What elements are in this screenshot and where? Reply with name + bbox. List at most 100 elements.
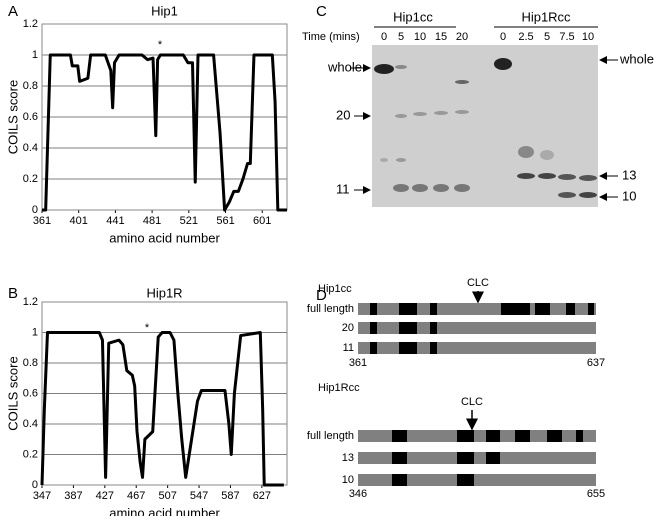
x-tick-label: 601 [253,215,271,227]
y-tick-label: 0.4 [23,418,38,430]
row-label: full length [307,430,354,442]
y-tick-label: 1.2 [23,18,38,30]
x-tick-label: 387 [64,490,82,502]
lane-label: 0 [381,31,387,43]
panel-letter: B [8,285,18,302]
panel-letter: C [316,3,327,20]
gel [372,45,598,207]
row-label: 10 [342,474,354,486]
coil-segment [430,342,437,354]
coil-segment [399,303,417,315]
marker-label: 11 [336,181,350,196]
x-axis-label: amino acid number [109,230,220,245]
lane-label: 0 [500,31,506,43]
construct-bar [358,430,596,442]
group-label: Hip1cc [393,9,433,24]
coil-segment [501,303,530,315]
x-tick-label: 401 [70,215,88,227]
plot-frame [41,23,288,211]
panel-letter: D [316,287,327,304]
coil-segment [566,303,575,315]
marker-label: whole [619,51,654,66]
construct-bar [358,342,596,354]
x-axis-label: amino acid number [109,505,220,516]
y-tick-label: 1 [32,326,38,338]
y-tick-label: 0.4 [23,142,38,154]
coil-segment [547,430,562,442]
coil-segment [399,342,417,354]
x-tick-label: 587 [221,490,239,502]
coil-segment [576,430,583,442]
x-tick-label: 441 [106,215,124,227]
coil-segment [515,430,530,442]
site-label: CLC [461,396,483,408]
lane-label: 5 [398,31,404,43]
row-label: 20 [342,322,354,334]
coil-segment [457,452,474,464]
coil-segment [392,474,407,486]
y-tick-label: 0 [32,204,38,216]
y-tick-label: 0.6 [23,387,38,399]
coil-segment [430,322,437,334]
lane-label: 10 [414,31,426,43]
lane-label: 10 [582,31,594,43]
chart-title: Hip1 [151,3,178,18]
x-tick-label: 507 [158,490,176,502]
annotation: * [145,322,150,334]
line [42,53,287,212]
y-tick-label: 0.8 [23,357,38,369]
row-label: 11 [343,342,354,354]
coil-segment [535,303,550,315]
coil-segment [457,474,474,486]
line [40,331,284,487]
row-label: full length [307,303,354,315]
construct-bar [358,322,596,334]
coil-segment [392,430,407,442]
x-tick-label: 481 [143,215,161,227]
y-axis-label: COILS score [5,80,20,154]
time-label: Time (mins) [302,31,360,43]
x-tick-label: 547 [190,490,208,502]
range-end: 637 [587,357,605,369]
marker-label: whole [327,59,362,74]
lane-label: 5 [544,31,550,43]
y-tick-label: 1.2 [23,296,38,308]
y-axis-label: COILS score [5,356,20,430]
y-tick-label: 0 [32,479,38,491]
y-tick-label: 0.2 [23,448,38,460]
group-label: Hip1Rcc [521,9,571,24]
coil-segment [430,303,437,315]
y-tick-label: 0.6 [23,111,38,123]
x-tick-label: 627 [253,490,271,502]
coil-segment [486,452,500,464]
coil-segment [399,322,417,334]
x-tick-label: 361 [33,215,51,227]
lane-label: 2.5 [518,31,533,43]
panel-letter: A [8,3,18,20]
range-end: 655 [587,488,605,500]
lane-label: 20 [456,31,468,43]
annotation: * [158,39,163,51]
construct-name: Hip1Rcc [318,382,360,394]
y-tick-label: 1 [32,49,38,61]
plot-frame [41,301,288,486]
x-tick-label: 347 [33,490,51,502]
chart-title: Hip1R [146,285,182,300]
marker-label: 10 [622,188,636,203]
site-label: CLC [467,277,489,289]
x-tick-label: 467 [127,490,145,502]
marker-label: 20 [336,107,350,122]
construct-bar [358,474,596,486]
coil-segment [486,430,500,442]
construct-name: Hip1cc [318,283,352,295]
construct-bar [358,452,596,464]
lane-label: 7.5 [559,31,574,43]
coil-segment [370,322,377,334]
x-tick-label: 521 [180,215,198,227]
construct-bar [358,303,596,315]
y-tick-label: 0.2 [23,173,38,185]
y-tick-label: 0.8 [23,80,38,92]
coil-segment [370,303,377,315]
